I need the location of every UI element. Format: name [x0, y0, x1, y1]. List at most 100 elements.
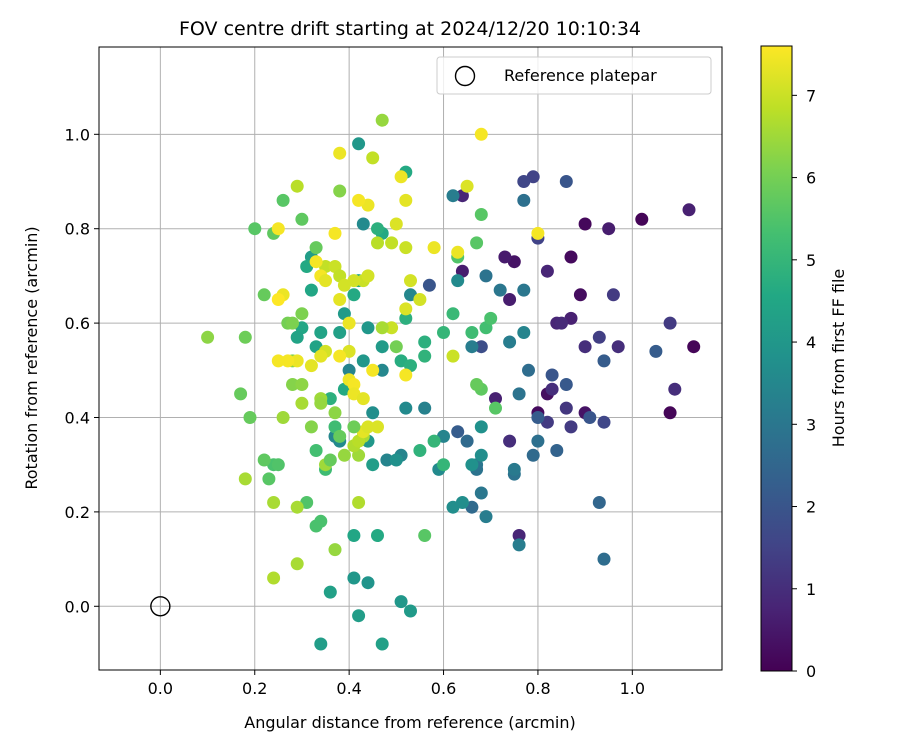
data-point — [474, 420, 488, 434]
data-point — [474, 448, 488, 462]
data-point — [319, 274, 332, 288]
data-point — [314, 396, 328, 410]
data-point — [564, 420, 578, 434]
data-point — [455, 496, 469, 509]
data-point — [271, 354, 285, 368]
data-point — [295, 378, 309, 391]
data-point — [446, 349, 460, 363]
colorbar: 0 1 2 3 4 5 6 7 Hours from first FF file — [760, 45, 848, 681]
data-point — [597, 354, 611, 368]
data-point — [347, 571, 361, 585]
data-point — [418, 529, 432, 542]
data-point — [517, 283, 531, 297]
data-point — [309, 241, 323, 255]
data-point — [356, 217, 370, 231]
data-point — [290, 179, 304, 193]
data-point — [342, 316, 356, 330]
grid — [99, 47, 722, 670]
data-point — [295, 212, 309, 226]
data-point — [583, 411, 597, 424]
data-point — [413, 293, 427, 306]
data-point — [290, 557, 304, 571]
data-point — [361, 269, 375, 283]
data-point — [474, 486, 488, 500]
data-point — [479, 269, 493, 283]
data-point — [399, 193, 413, 207]
data-point — [333, 326, 347, 339]
data-point — [512, 529, 526, 542]
data-point — [597, 552, 611, 566]
data-point — [276, 411, 290, 424]
data-point — [522, 363, 535, 377]
data-point — [389, 217, 403, 231]
data-point — [404, 274, 417, 288]
data-point — [465, 458, 479, 472]
data-point — [394, 170, 408, 184]
data-point — [366, 406, 380, 420]
data-point — [361, 420, 375, 434]
data-point — [248, 222, 262, 236]
data-point — [470, 378, 484, 391]
data-point — [333, 293, 347, 306]
data-point — [385, 236, 399, 250]
data-point — [578, 340, 592, 354]
x-tick-label: 0.4 — [336, 679, 361, 698]
data-point — [375, 637, 389, 651]
data-point — [592, 496, 606, 509]
reference-platepar-marker — [150, 596, 171, 617]
data-point — [602, 222, 616, 236]
data-point — [286, 316, 299, 330]
data-point — [555, 316, 568, 330]
data-point — [399, 302, 413, 316]
data-point — [668, 382, 682, 396]
colorbar-tick-label: 4 — [806, 333, 816, 352]
data-point — [361, 576, 375, 590]
data-point — [413, 444, 427, 457]
data-point — [663, 406, 677, 420]
data-point — [290, 500, 304, 514]
y-axis-label: Rotation from reference (arcmin) — [22, 226, 41, 489]
x-tick-label: 0.0 — [148, 679, 173, 698]
data-point — [503, 335, 517, 349]
data-point — [540, 264, 554, 278]
data-point — [356, 354, 370, 368]
data-point — [262, 472, 276, 486]
x-tick-label: 0.6 — [431, 679, 456, 698]
colorbar-tick-label: 2 — [806, 498, 816, 517]
data-point — [512, 538, 526, 552]
data-point — [526, 448, 540, 462]
data-point — [465, 326, 479, 339]
data-point — [295, 396, 309, 410]
data-point — [342, 363, 356, 377]
data-point — [437, 458, 450, 472]
data-point — [404, 604, 417, 618]
data-point — [531, 411, 545, 424]
data-point — [314, 326, 328, 339]
data-point — [290, 330, 304, 344]
data-point — [352, 193, 366, 207]
data-point — [309, 444, 323, 457]
data-point — [474, 127, 488, 141]
data-point — [635, 212, 649, 226]
data-point — [201, 330, 215, 344]
data-point — [267, 571, 281, 585]
data-point — [347, 529, 361, 542]
colorbar-label: Hours from first FF file — [829, 269, 848, 448]
data-point — [243, 411, 257, 424]
data-point — [531, 434, 545, 448]
reference-marker-layer — [150, 596, 171, 617]
data-point — [389, 453, 403, 467]
data-point — [489, 401, 502, 415]
data-point — [371, 529, 384, 542]
y-axis-ticks: 0.0 0.2 0.4 0.6 0.8 1.0 — [65, 125, 99, 616]
data-point — [545, 368, 559, 382]
x-axis-ticks: 0.0 0.2 0.4 0.6 0.8 1.0 — [148, 670, 645, 698]
data-point — [451, 425, 465, 439]
data-point — [333, 429, 347, 443]
data-point — [418, 349, 432, 363]
data-point — [550, 444, 564, 457]
data-point — [352, 137, 366, 151]
data-point — [271, 458, 285, 472]
data-point — [687, 340, 701, 354]
